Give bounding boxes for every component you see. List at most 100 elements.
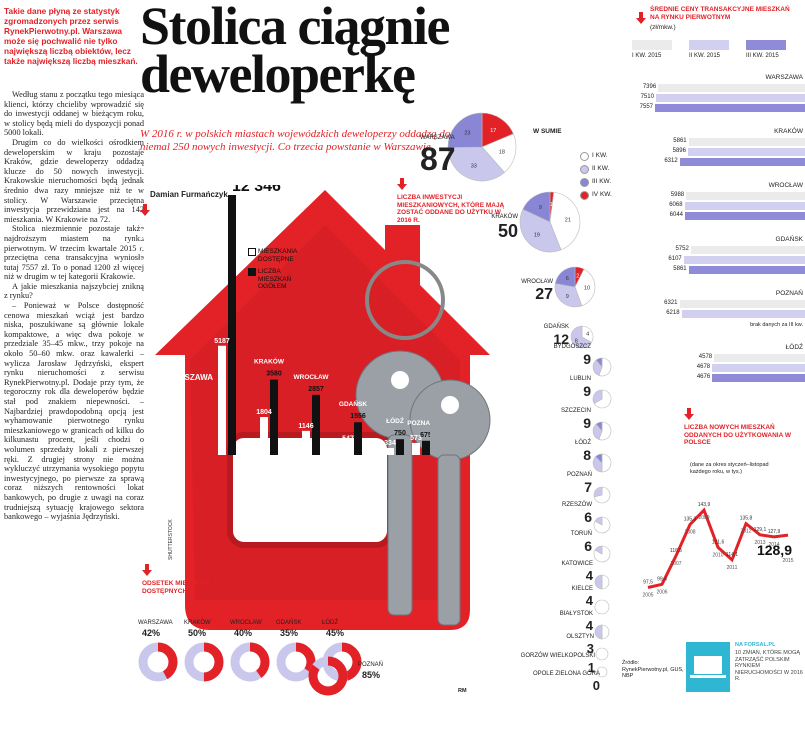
year-label: 2006 xyxy=(656,589,667,595)
legend-swatch-total xyxy=(248,268,256,276)
price-value: 6312 xyxy=(664,158,678,164)
investment-city: GDAŃSK xyxy=(543,324,569,330)
investment-pie xyxy=(592,389,612,409)
investment-city: GORZÓW WIELKOPOLSKI xyxy=(520,653,595,659)
price-city: WROCŁAW xyxy=(768,182,803,189)
legend-label: IV KW. xyxy=(592,191,612,198)
pie-slice xyxy=(598,421,612,441)
pie-slice-label: 9 xyxy=(566,294,569,300)
bar-label-available: 573 xyxy=(410,435,422,442)
pie-slice-label: 1 xyxy=(550,202,553,208)
subtitle: W 2016 r. w polskich miastach wojewódzki… xyxy=(140,128,482,153)
bar-available xyxy=(302,430,310,455)
price-bar xyxy=(686,192,805,200)
bar-total xyxy=(312,394,320,455)
investment-total: 1 xyxy=(587,660,595,675)
legend-total: LICZBA MIESZKAŃ OGÓŁEM xyxy=(258,268,292,291)
price-value: 4676 xyxy=(696,374,711,380)
share-percent: 85% xyxy=(362,670,381,680)
article-paragraph: Stolica niezmiennie pozostaje także najd… xyxy=(4,224,144,282)
pie-slice xyxy=(554,266,576,288)
investment-total: 6 xyxy=(584,509,592,525)
price-value: 7396 xyxy=(642,84,657,90)
byline: Damian Furmańczyk xyxy=(150,190,228,199)
price-city: GDAŃSK xyxy=(775,236,803,243)
pie-slice xyxy=(596,666,608,678)
legend-dot xyxy=(580,152,589,161)
pie-slice xyxy=(601,624,610,640)
share-arc xyxy=(308,656,348,696)
legend-label: III KW. xyxy=(592,178,612,185)
laptop-icon xyxy=(690,656,726,678)
red-arrow-icon xyxy=(140,204,150,216)
article-paragraph: Drugim co do wielkości ośrodkiem dewelop… xyxy=(4,137,144,224)
share-percent: 35% xyxy=(280,628,299,638)
price-value: 4678 xyxy=(696,364,711,370)
red-arrow-icon xyxy=(636,12,646,24)
pie-slice xyxy=(481,133,517,173)
pie-slice xyxy=(481,112,514,148)
price-bar xyxy=(658,84,805,92)
headline: Stolica ciągnie deweloperkę xyxy=(140,0,450,101)
bar-category-label: WROCŁAW xyxy=(293,374,329,381)
investment-pie: 2 10 9 6 xyxy=(554,266,596,308)
lead-paragraph: Takie dane płyną ze statystyk zgromadzon… xyxy=(4,6,138,66)
completions-title: LICZBA NOWYCH MIESZKAŃ ODDANYCH DO UŻYTK… xyxy=(684,424,792,447)
legend-label: II KW. xyxy=(592,165,610,172)
price-bar xyxy=(683,256,805,264)
point-label: 127,9 xyxy=(768,529,781,535)
share-arc xyxy=(276,642,316,682)
share-city: WARSZAWA xyxy=(138,620,173,626)
share-city: POZNAŃ xyxy=(358,662,384,668)
pie-slice-label: 19 xyxy=(534,232,540,238)
price-value: 5861 xyxy=(673,138,687,144)
promo-text[interactable]: 10 ZMIAN, KTÓRE MOGĄ ZATRZĄŚĆ POLSKIM RY… xyxy=(735,650,803,682)
price-bar xyxy=(688,266,805,274)
investment-pie xyxy=(594,599,610,615)
investment-total: 4 xyxy=(585,593,593,608)
legend-dot xyxy=(580,191,589,200)
point-label: 129,1 xyxy=(754,527,767,533)
investment-pie: 17 18 33 23 xyxy=(447,112,517,182)
completions-line xyxy=(647,507,789,589)
pie-slice xyxy=(519,208,562,253)
share-arc xyxy=(138,642,178,682)
investment-total: 9 xyxy=(583,415,591,431)
year-label: 2012 xyxy=(740,529,751,535)
price-value: 6068 xyxy=(669,202,683,208)
bar-label-total: 675 xyxy=(420,432,430,439)
bar-label-total: 2857 xyxy=(308,386,324,393)
investment-pie xyxy=(593,516,611,534)
price-city: WARSZAWA xyxy=(765,74,803,81)
source-text: RynekPierwotny.pl, GUS, NBP xyxy=(622,666,684,680)
legend-label: I KW. 2015 xyxy=(632,53,662,59)
promo-site[interactable]: NA FORSAL.PL xyxy=(735,642,776,648)
bar-label-available: 5187 xyxy=(214,338,230,345)
pie-slice xyxy=(570,325,592,349)
promo-image[interactable] xyxy=(686,642,730,692)
share-arc xyxy=(184,642,224,682)
year-label: 2005 xyxy=(642,593,653,599)
investment-total: 7 xyxy=(584,479,592,495)
investment-total: 87 xyxy=(420,141,456,177)
price-value: 4578 xyxy=(698,354,713,360)
investment-pie xyxy=(592,357,612,377)
bar-available xyxy=(218,345,226,455)
pie-slice xyxy=(594,516,603,526)
legend-label: II KW. 2015 xyxy=(689,53,721,59)
investment-city: SZCZECIN xyxy=(561,408,591,414)
article-paragraph: A jakie mieszkania najszybciej znikną z … xyxy=(4,281,144,301)
investment-pie xyxy=(593,545,611,563)
investment-city: RZESZÓW xyxy=(562,502,592,508)
pie-slice-label: 2 xyxy=(576,273,579,279)
price-value: 5861 xyxy=(673,266,687,272)
house-chart-label: LICZBA DOSTĘPNYCH MIESZKAŃ NA RYNKU PIER… xyxy=(140,220,217,265)
share-donut xyxy=(276,642,316,682)
investment-city: BIAŁYSTOK xyxy=(559,611,593,617)
year-label: 2015 xyxy=(782,558,793,564)
bar-total xyxy=(422,440,430,455)
bar-total xyxy=(228,195,236,455)
house-bar-chart: 5187 12 346 WARSZAWA 1804 3580 KRAKÓW 1146 2857… xyxy=(166,185,430,455)
bar-total xyxy=(396,439,404,455)
pie-slice xyxy=(594,624,603,640)
